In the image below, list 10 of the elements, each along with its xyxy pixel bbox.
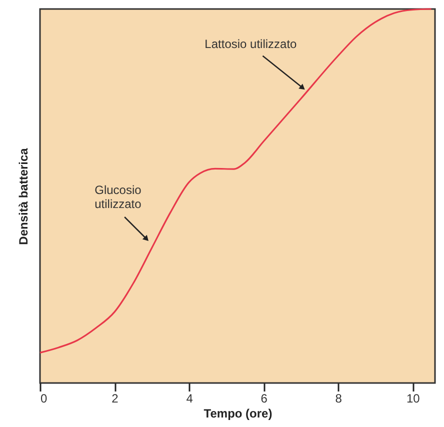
x-tick-label: 0 bbox=[40, 392, 48, 406]
y-axis-title: Densità batterica bbox=[16, 148, 30, 245]
x-tick-label: 2 bbox=[112, 392, 119, 406]
annotation: Lattosio utilizzato bbox=[204, 36, 298, 51]
x-tick-label: 6 bbox=[260, 392, 268, 406]
x-axis-title: Tempo (ore) bbox=[204, 406, 272, 420]
x-tick-label: 8 bbox=[335, 392, 342, 406]
annotation: Glucosio utilizzato bbox=[94, 183, 142, 212]
x-tick-label: 4 bbox=[186, 392, 194, 406]
x-tick-label: 10 bbox=[406, 392, 420, 406]
